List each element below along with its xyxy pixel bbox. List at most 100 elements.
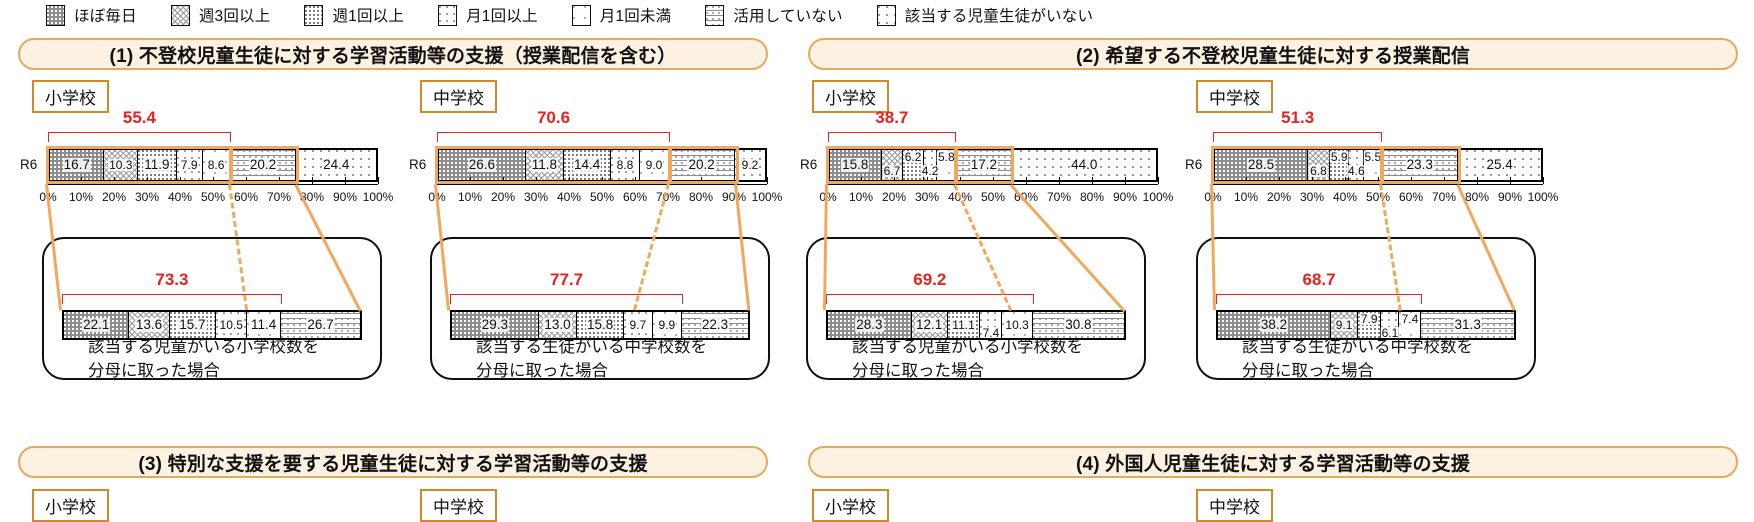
x-tick-label-9: 90% xyxy=(1112,190,1138,204)
x-tick-label-3: 30% xyxy=(134,190,160,204)
x-tick-label-7: 70% xyxy=(1046,190,1072,204)
total-brace xyxy=(437,132,670,142)
bar-segment-2: 15.7 xyxy=(169,312,217,338)
x-tick-7 xyxy=(1444,177,1445,184)
bar-segment-3: 6.1 xyxy=(1380,312,1400,340)
x-tick-label-3: 30% xyxy=(914,190,940,204)
bar-segment-2: 6.2 xyxy=(903,150,924,180)
bar-segment-0: 28.5 xyxy=(1215,150,1308,180)
legend-label-6: 該当する児童生徒がいない xyxy=(904,8,1094,25)
panel-1-junior-tag: 中学校 xyxy=(420,80,497,113)
total-value: 38.7 xyxy=(875,108,909,127)
x-tick-label-5: 50% xyxy=(980,190,1006,204)
panel-4-elementary-tag: 小学校 xyxy=(812,489,889,522)
stacked-bar: 26.6 11.8 14.4 8.8 9.0 20.2 9.2 xyxy=(437,148,767,182)
x-tick-5 xyxy=(602,177,603,184)
x-tick-3 xyxy=(536,177,537,184)
bar-segment-3: 8.8 xyxy=(611,150,640,180)
stacked-bar: 28.3 12.1 11.1 7.4 10.3 30.8 xyxy=(826,310,1126,340)
x-tick-2 xyxy=(114,177,115,184)
x-tick-label-6: 60% xyxy=(622,190,648,204)
segment-value-4: 9.9 xyxy=(657,318,677,332)
x-tick-2 xyxy=(1279,177,1280,184)
x-tick-9 xyxy=(734,177,735,184)
bar-segment-3: 7.4 xyxy=(980,312,1003,338)
x-tick-label-0: 0% xyxy=(819,190,837,204)
x-tick-5 xyxy=(993,177,994,184)
x-tick-4 xyxy=(180,177,181,184)
legend-label-2: 週1回以上 xyxy=(332,8,405,25)
segment-value-5: 30.8 xyxy=(1064,317,1093,333)
x-tick-label-6: 60% xyxy=(233,190,259,204)
segment-value-0: 15.8 xyxy=(841,157,870,173)
bar-segment-6: 25.4 xyxy=(1458,150,1541,180)
bar-segment-4: 11.4 xyxy=(247,312,281,338)
segment-value-3: 7.9 xyxy=(179,158,199,172)
x-tick-8 xyxy=(312,177,313,184)
segment-value-5: 22.3 xyxy=(700,317,730,333)
bar-segment-0: 22.1 xyxy=(64,312,130,338)
x-tick-label-8: 80% xyxy=(299,190,325,204)
bar-segment-2: 11.1 xyxy=(947,312,981,338)
segment-value-1: 13.0 xyxy=(543,317,572,333)
x-tick-4 xyxy=(1345,177,1346,184)
segment-value-0: 26.6 xyxy=(467,157,496,173)
bar-segment-1: 6.7 xyxy=(881,150,904,180)
bar-segment-5: 26.7 xyxy=(280,312,360,338)
stacked-bar: 29.3 13.0 15.8 9.7 9.9 22.3 xyxy=(450,310,750,340)
segment-value-1: 11.8 xyxy=(530,157,559,173)
segment-value-3: 6.1 xyxy=(1380,326,1400,340)
segment-value-3: 8.8 xyxy=(615,158,635,172)
x-tick-label-2: 20% xyxy=(1266,190,1292,204)
segment-value-5: 23.3 xyxy=(1405,157,1434,173)
x-tick-label-10: 100% xyxy=(1527,190,1559,204)
segment-value-5: 20.2 xyxy=(687,157,716,173)
segment-value-0: 28.5 xyxy=(1246,157,1276,173)
bar-segment-5: 23.3 xyxy=(1382,150,1459,180)
x-tick-label-9: 90% xyxy=(721,190,747,204)
x-axis-line xyxy=(828,184,1158,185)
x-tick-label-1: 10% xyxy=(457,190,483,204)
x-tick-0 xyxy=(437,177,438,184)
bar-segment-2: 15.8 xyxy=(577,312,624,338)
panel-1-elementary-callout xyxy=(42,237,382,380)
bar-segment-0: 28.3 xyxy=(828,312,912,338)
x-tick-4 xyxy=(569,177,570,184)
segment-value-4: 7.4 xyxy=(1400,312,1420,326)
segment-value-5: 26.7 xyxy=(306,317,335,333)
x-tick-label-9: 90% xyxy=(1497,190,1523,204)
bar-segment-0: 16.7 xyxy=(50,150,105,180)
total-value: 77.7 xyxy=(550,270,584,289)
legend-item-2: 週1回以上 xyxy=(304,4,404,26)
x-tick-10 xyxy=(378,177,379,184)
x-tick-label-10: 100% xyxy=(1142,190,1174,204)
x-tick-10 xyxy=(767,177,768,184)
x-tick-9 xyxy=(1125,177,1126,184)
legend-swatch-1-per-week xyxy=(304,4,324,26)
segment-value-1: 10.3 xyxy=(108,158,134,172)
bar-segment-5: 31.3 xyxy=(1421,312,1514,338)
panel-3-junior-tag: 中学校 xyxy=(420,489,497,522)
segment-value-2: 7.9 xyxy=(1359,312,1379,326)
x-tick-label-1: 10% xyxy=(848,190,874,204)
bar-segment-1: 11.8 xyxy=(525,150,565,180)
segment-value-6: 24.4 xyxy=(322,157,351,173)
segment-value-2: 11.1 xyxy=(951,318,976,332)
segment-value-4: 9.0 xyxy=(644,158,664,172)
bar-segment-1: 13.0 xyxy=(538,312,578,338)
legend-swatch-less-than-monthly xyxy=(571,4,591,26)
total-brace xyxy=(828,132,956,142)
segment-value-2: 15.8 xyxy=(585,317,615,333)
x-tick-6 xyxy=(246,177,247,184)
x-tick-label-4: 40% xyxy=(167,190,193,204)
x-tick-9 xyxy=(1510,177,1511,184)
panel-1: (1) 不登校児童生徒に対する学習活動等の支援（授業配信を含む） xyxy=(18,38,768,70)
legend-item-0: ほぼ毎日 xyxy=(46,4,137,26)
total-brace xyxy=(450,294,684,304)
panel-2-elementary-tag: 小学校 xyxy=(812,80,889,113)
x-tick-1 xyxy=(1246,177,1247,184)
bar-segment-4: 9.9 xyxy=(652,312,682,338)
x-tick-label-7: 70% xyxy=(1431,190,1457,204)
x-tick-label-5: 50% xyxy=(1365,190,1391,204)
